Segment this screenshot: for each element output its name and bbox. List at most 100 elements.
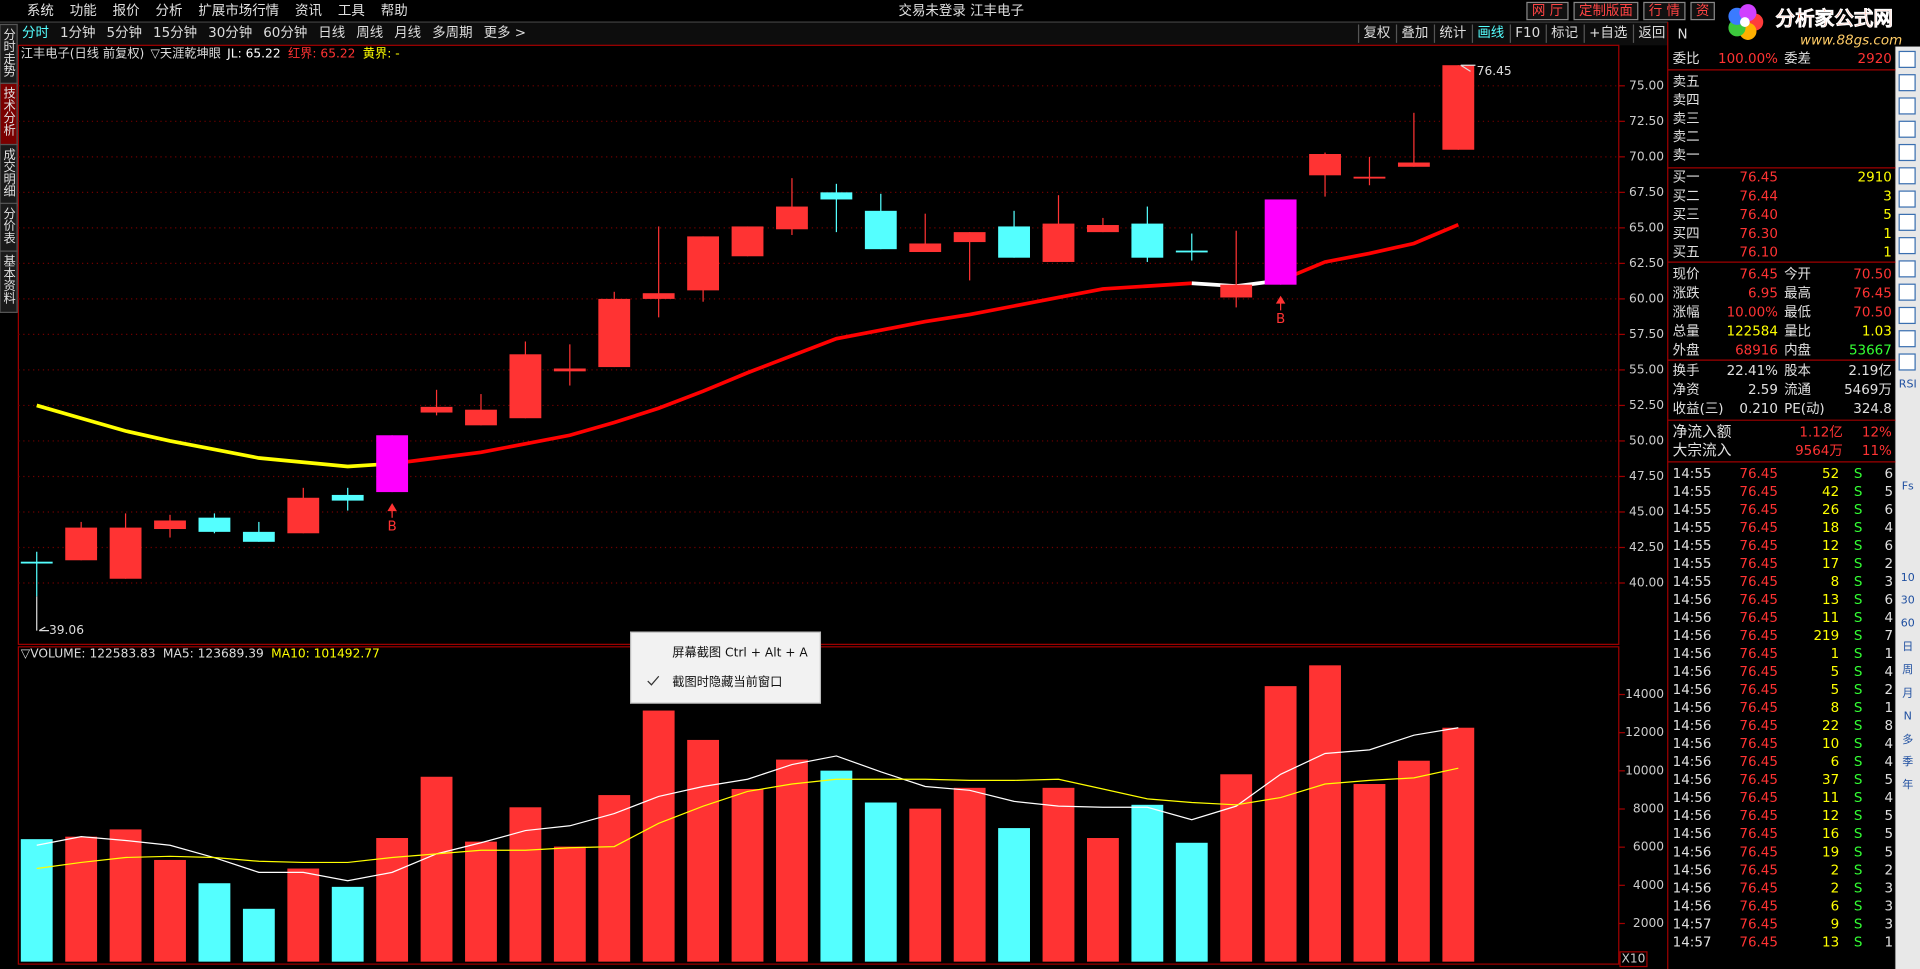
period-tab[interactable]: 更多 > bbox=[484, 24, 527, 41]
menu-item[interactable]: 帮助 bbox=[381, 3, 408, 19]
side-icon-label[interactable]: Fs bbox=[1902, 479, 1914, 492]
side-icon[interactable] bbox=[1898, 353, 1916, 371]
side-icon-label[interactable]: RSI bbox=[1899, 378, 1917, 391]
menu-item[interactable]: 系统 bbox=[27, 3, 54, 19]
trade-count: 2 bbox=[1884, 682, 1893, 698]
trade-time: 14:55 bbox=[1673, 502, 1712, 518]
menu-item[interactable]: 扩展市场行情 bbox=[198, 2, 279, 19]
ma-line bbox=[36, 727, 1459, 882]
volume-bar bbox=[198, 883, 231, 962]
sidebar-tab[interactable]: 技术分析 bbox=[2, 87, 16, 137]
menu-item[interactable]: 资讯 bbox=[295, 3, 322, 19]
side-icon[interactable] bbox=[1898, 50, 1916, 68]
side-icon[interactable] bbox=[1898, 97, 1916, 115]
side-icon-label[interactable]: 季 bbox=[1902, 755, 1913, 768]
trade-count: 5 bbox=[1884, 826, 1893, 842]
side-icon-label[interactable]: 30 bbox=[1901, 593, 1915, 606]
candle-body bbox=[1442, 65, 1475, 150]
side-icon[interactable] bbox=[1898, 74, 1916, 92]
quote-label: 内盘 bbox=[1784, 341, 1811, 358]
tool-button[interactable]: 统计 bbox=[1439, 25, 1466, 41]
side-icon[interactable] bbox=[1898, 283, 1916, 301]
tool-button[interactable]: 画线 bbox=[1477, 25, 1504, 41]
volume-bar bbox=[242, 908, 275, 962]
period-tab[interactable]: 5分钟 bbox=[107, 24, 143, 41]
period-tab[interactable]: 1分钟 bbox=[60, 24, 96, 41]
trade-price: 76.45 bbox=[1739, 646, 1778, 662]
context-menu-item[interactable]: 截图时隐藏当前窗口 bbox=[672, 674, 782, 689]
period-tab[interactable]: 多周期 bbox=[432, 24, 472, 41]
sidebar-tab[interactable]: 分时走势 bbox=[2, 28, 16, 77]
side-icon[interactable] bbox=[1898, 120, 1916, 138]
legend-item: 黄界: - bbox=[363, 46, 400, 60]
side-icon[interactable] bbox=[1898, 306, 1916, 325]
trade-price: 76.45 bbox=[1739, 916, 1778, 932]
side-icon[interactable] bbox=[1898, 213, 1916, 231]
sidebar-tab[interactable]: 成交明细 bbox=[2, 148, 16, 197]
side-icon[interactable] bbox=[1898, 260, 1916, 278]
trade-side: S bbox=[1854, 772, 1863, 788]
trade-count: 3 bbox=[1884, 898, 1893, 914]
menu-item[interactable]: 报价 bbox=[113, 3, 140, 19]
ask-label: 卖一 bbox=[1673, 148, 1700, 164]
period-tab[interactable]: 分时 bbox=[22, 25, 49, 41]
side-icon-label[interactable]: 10 bbox=[1901, 571, 1915, 584]
period-tab[interactable]: 日线 bbox=[318, 25, 345, 41]
window-button[interactable]: 行 情 bbox=[1643, 1, 1686, 21]
context-menu-item[interactable]: 屏幕截图 Ctrl + Alt + A bbox=[672, 645, 808, 659]
legend-item: 红界: 65.22 bbox=[288, 45, 356, 60]
bid-price: 76.10 bbox=[1739, 245, 1778, 261]
period-tab[interactable]: 周线 bbox=[356, 25, 383, 41]
window-button-label[interactable]: 网 厅 bbox=[1532, 3, 1563, 19]
side-icon[interactable] bbox=[1898, 143, 1916, 162]
side-icon[interactable] bbox=[1898, 167, 1916, 185]
side-icon[interactable] bbox=[1898, 190, 1916, 208]
volume-bar bbox=[1309, 665, 1341, 962]
tool-button[interactable]: 叠加 bbox=[1401, 25, 1428, 41]
buy-arrow bbox=[387, 503, 397, 518]
window-button[interactable]: 资 bbox=[1690, 1, 1715, 21]
tool-button[interactable]: 返回 bbox=[1638, 25, 1665, 41]
side-icon-label[interactable]: 多 bbox=[1902, 732, 1913, 746]
trade-price: 76.45 bbox=[1739, 844, 1778, 860]
side-icon-label[interactable]: 日 bbox=[1902, 640, 1913, 653]
window-button-label[interactable]: 行 情 bbox=[1649, 3, 1680, 19]
period-tab[interactable]: 月线 bbox=[394, 25, 421, 41]
y-tick-label: 14000 bbox=[1625, 687, 1664, 701]
menu-item[interactable]: 工具 bbox=[338, 3, 365, 19]
trade-volume: 6 bbox=[1831, 898, 1840, 914]
candle-body bbox=[20, 561, 53, 564]
trade-volume: 52 bbox=[1822, 466, 1839, 482]
y-tick-label: 12000 bbox=[1625, 725, 1664, 739]
trade-side: S bbox=[1854, 538, 1863, 554]
tool-button[interactable]: 标记 bbox=[1551, 25, 1578, 41]
side-icon-label[interactable]: 年 bbox=[1902, 777, 1913, 791]
trade-count: 6 bbox=[1884, 502, 1893, 518]
side-icon[interactable] bbox=[1898, 330, 1916, 348]
period-tab[interactable]: 60分钟 bbox=[263, 24, 307, 41]
tool-button[interactable]: 复权 bbox=[1363, 24, 1390, 41]
trade-time: 14:56 bbox=[1673, 844, 1712, 860]
trade-side: S bbox=[1854, 592, 1863, 608]
window-button-label[interactable]: 定制版面 bbox=[1579, 3, 1633, 19]
tool-button[interactable]: F10 bbox=[1515, 25, 1540, 41]
window-button[interactable]: 定制版面 bbox=[1573, 1, 1639, 21]
sidebar-tab[interactable]: 分价表 bbox=[2, 207, 16, 244]
window-button-label[interactable]: 资 bbox=[1696, 3, 1709, 19]
sidebar-tab[interactable]: 基本资料 bbox=[2, 255, 16, 304]
side-icon-label[interactable]: 月 bbox=[1902, 686, 1913, 699]
high-label: 76.45 bbox=[1477, 64, 1512, 78]
trade-price: 76.45 bbox=[1739, 538, 1778, 554]
menu-item[interactable]: 分析 bbox=[155, 3, 182, 19]
period-tab[interactable]: 15分钟 bbox=[153, 24, 197, 41]
side-icon-label[interactable]: 周 bbox=[1902, 663, 1913, 676]
side-icon[interactable] bbox=[1898, 237, 1916, 255]
period-tab[interactable]: 30分钟 bbox=[208, 24, 252, 41]
quote-label: 股本 bbox=[1784, 363, 1811, 379]
volume-bar bbox=[109, 829, 142, 962]
side-icon-label[interactable]: 60 bbox=[1901, 617, 1915, 630]
side-icon-label[interactable]: N bbox=[1904, 710, 1912, 723]
window-button[interactable]: 网 厅 bbox=[1526, 1, 1569, 21]
tool-button[interactable]: +自选 bbox=[1589, 25, 1627, 41]
menu-item[interactable]: 功能 bbox=[70, 3, 97, 19]
